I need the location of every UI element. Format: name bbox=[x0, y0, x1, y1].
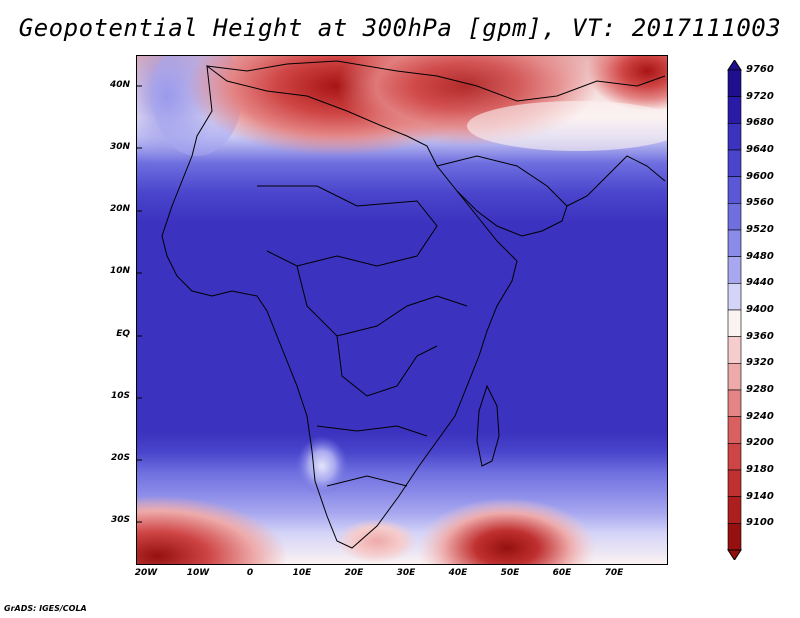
grads-credit: GrADS: IGES/COLA bbox=[4, 604, 87, 613]
colorbar-level-label: 9600 bbox=[746, 170, 774, 182]
coastlines bbox=[161, 60, 666, 549]
colorbar-swatch bbox=[727, 96, 742, 124]
lon-label-20w: 20W bbox=[134, 568, 158, 578]
colorbar-level-label: 9560 bbox=[746, 197, 774, 209]
colorbar-level-label: 9200 bbox=[746, 437, 774, 449]
colorbar-swatch bbox=[727, 389, 742, 417]
lat-label-10s: 10S bbox=[110, 391, 130, 401]
lon-label-60e: 60E bbox=[552, 568, 572, 578]
colorbar-swatch bbox=[727, 443, 742, 471]
colorbar-swatch bbox=[727, 123, 742, 151]
colorbar-swatch bbox=[727, 176, 742, 204]
colorbar-level-label: 9480 bbox=[746, 250, 774, 262]
graticule-ticks bbox=[137, 85, 142, 523]
colorbar-level-label: 9320 bbox=[746, 357, 774, 369]
colorbar-swatch bbox=[727, 203, 742, 231]
colorbar-swatch bbox=[727, 229, 742, 257]
colorbar-level-label: 9760 bbox=[746, 64, 774, 75]
lon-label-20e: 20E bbox=[344, 568, 364, 578]
lon-label-30e: 30E bbox=[396, 568, 416, 578]
colorbar-level-label: 9520 bbox=[746, 224, 774, 235]
map-plot-area bbox=[136, 55, 668, 565]
lon-label-50e: 50E bbox=[500, 568, 520, 578]
colorbar-level-label: 9440 bbox=[746, 277, 774, 289]
colorbar-level-label: 9240 bbox=[746, 410, 774, 422]
colorbar-swatch bbox=[727, 336, 742, 364]
colorbar-swatch bbox=[727, 496, 742, 524]
colorbar-bottom-arrow bbox=[727, 549, 742, 560]
colorbar-swatch bbox=[727, 149, 742, 177]
lon-label-70e: 70E bbox=[604, 568, 624, 578]
colorbar-swatch bbox=[727, 363, 742, 391]
colorbar-level-label: 9140 bbox=[746, 490, 774, 502]
colorbar-swatch bbox=[727, 69, 742, 97]
colorbar-top-arrow bbox=[727, 60, 742, 71]
lat-label-eq: EQ bbox=[116, 329, 130, 339]
colorbar-swatch bbox=[727, 256, 742, 284]
colorbar-swatch bbox=[727, 416, 742, 444]
lon-label-10e: 10E bbox=[292, 568, 312, 578]
colorbar-swatch bbox=[727, 309, 742, 337]
colorbar-level-label: 9180 bbox=[746, 464, 774, 475]
colorbar-level-label: 9280 bbox=[746, 384, 774, 395]
lat-label-20s: 20S bbox=[110, 453, 130, 463]
lon-label-40e: 40E bbox=[448, 568, 468, 578]
geopotential-field bbox=[137, 56, 667, 564]
lat-label-10n: 10N bbox=[109, 266, 130, 276]
colorbar-level-label: 9360 bbox=[746, 330, 774, 342]
lon-label-10w: 10W bbox=[186, 568, 210, 578]
lat-label-30n: 30N bbox=[109, 142, 130, 152]
colorbar-level-label: 9720 bbox=[746, 90, 774, 102]
colorbar-level-label: 9640 bbox=[746, 144, 774, 155]
colorbar-level-label: 9680 bbox=[746, 117, 774, 129]
colorbar-level-label: 9100 bbox=[746, 517, 774, 529]
colorbar-swatch bbox=[727, 283, 742, 311]
map-title: Geopotential Height at 300hPa [gpm], VT:… bbox=[18, 14, 782, 42]
colorbar-swatch bbox=[727, 469, 742, 497]
lon-label-0: 0 bbox=[246, 568, 254, 578]
lat-label-20n: 20N bbox=[109, 204, 130, 214]
colorbar bbox=[727, 60, 742, 560]
colorbar-swatch bbox=[727, 523, 742, 551]
lat-label-40n: 40N bbox=[109, 80, 130, 90]
colorbar-level-label: 9400 bbox=[746, 304, 774, 315]
lat-label-30s: 30S bbox=[110, 515, 130, 525]
